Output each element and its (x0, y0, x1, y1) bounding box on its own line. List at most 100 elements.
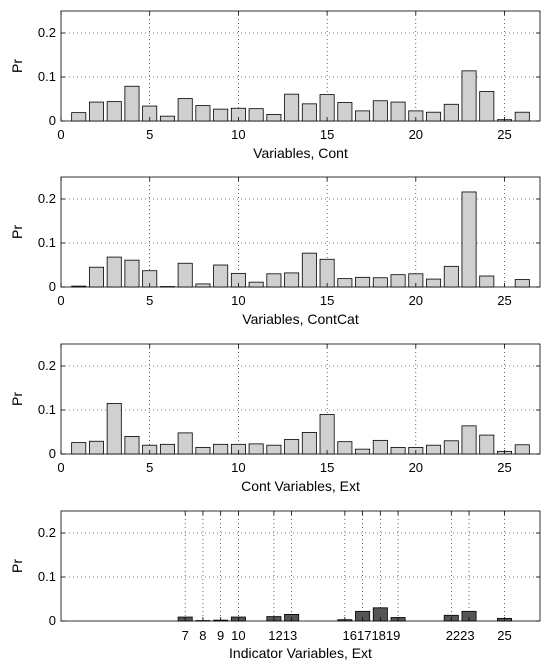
x-tick-label: 0 (57, 127, 64, 142)
bar-8 (195, 283, 211, 288)
bar-16 (337, 278, 353, 288)
x-tick-label: 25 (497, 460, 511, 475)
bar-3 (106, 256, 122, 288)
bar-17 (355, 110, 371, 122)
chart-panel-3: 0 0.1 0.2 0 5 10 15 20 25 Cont Variables, Ext Pr (9, 343, 541, 494)
plot-area (60, 510, 541, 622)
bar-12 (266, 273, 282, 288)
y-tick-label: 0.2 (38, 25, 56, 40)
bar-11 (248, 443, 264, 455)
bar-7 (177, 98, 193, 122)
y-tick-label: 0.2 (38, 525, 56, 540)
x-tick-label: 0 (57, 293, 64, 308)
bar-1 (71, 285, 87, 288)
x-tick-label: 16171819 (343, 628, 401, 643)
bar-16 (337, 102, 353, 122)
y-tick-label: 0.1 (38, 235, 56, 250)
x-tick-label: 5 (146, 293, 153, 308)
bar-13 (284, 93, 300, 122)
x-axis-label: Variables, ContCat (242, 311, 359, 327)
bar-11 (248, 281, 264, 288)
x-tick-label: 10 (231, 628, 245, 643)
bar-21 (426, 278, 442, 288)
bar-11 (248, 108, 264, 122)
bar-26 (514, 111, 530, 122)
plot-area (60, 343, 541, 455)
bar-24 (479, 275, 495, 288)
x-tick-label: 20 (409, 460, 423, 475)
y-tick-label: 0 (49, 113, 56, 128)
x-tick-label: 10 (231, 293, 245, 308)
bar-7 (177, 432, 193, 455)
bar-15 (319, 258, 335, 288)
chart-panel-4: 0 0.1 0.2 7 8 9 10 1213 16171819 2223 25 Indicator … (9, 510, 541, 661)
x-tick-label: 25 (497, 127, 511, 142)
bar-8 (195, 446, 211, 455)
bar-18 (372, 100, 388, 122)
bar-23 (461, 191, 477, 288)
bar-4 (124, 85, 140, 122)
bar-4 (124, 435, 140, 455)
y-tick-label: 0 (49, 446, 56, 461)
bar-23 (461, 425, 477, 455)
bar-21 (426, 444, 442, 455)
x-tick-label: 8 (199, 628, 206, 643)
y-tick-label: 0 (49, 613, 56, 628)
bar-17 (355, 276, 371, 288)
bar-9 (213, 108, 229, 122)
bar-4 (124, 259, 140, 288)
bar-1 (71, 442, 87, 455)
bar-22 (443, 103, 459, 122)
plot-area (60, 176, 541, 288)
x-tick-label: 2223 (446, 628, 475, 643)
y-tick-label: 0 (49, 279, 56, 294)
x-tick-label: 5 (146, 127, 153, 142)
bar-22 (443, 440, 459, 455)
plot-area (60, 10, 541, 122)
y-tick-label: 0.1 (38, 69, 56, 84)
y-tick-label: 0.2 (38, 191, 56, 206)
bar-18 (372, 439, 388, 455)
x-tick-label: 1213 (268, 628, 297, 643)
bar-9 (213, 443, 229, 455)
bar-2 (88, 101, 104, 122)
bar-9 (213, 264, 229, 288)
x-tick-label: 20 (409, 293, 423, 308)
bar-14 (301, 103, 317, 122)
x-tick-label: 10 (231, 127, 245, 142)
bar-13 (284, 439, 300, 455)
x-tick-label: 0 (57, 460, 64, 475)
bar-18 (372, 277, 388, 288)
y-axis-label: Pr (9, 225, 25, 239)
bar-12 (266, 444, 282, 455)
bar-19 (390, 446, 406, 455)
bar-22 (443, 265, 459, 288)
bar-15 (319, 413, 335, 455)
x-axis-label: Indicator Variables, Ext (229, 645, 372, 661)
bar-2 (88, 266, 104, 288)
x-tick-label: 5 (146, 460, 153, 475)
bar-26 (514, 444, 530, 455)
bar-3 (106, 101, 122, 122)
bar-24 (479, 91, 495, 122)
chart-panel-2: 0 0.1 0.2 0 5 10 15 20 25 Variables, ContCat Pr (9, 176, 541, 327)
y-axis-label: Pr (9, 392, 25, 406)
bar-7 (177, 262, 193, 288)
y-tick-label: 0.2 (38, 358, 56, 373)
bar-2 (88, 440, 104, 455)
y-tick-label: 0.1 (38, 569, 56, 584)
bar-13 (284, 272, 300, 288)
bar-19 (390, 101, 406, 122)
bar-17 (355, 448, 371, 455)
x-tick-label: 25 (497, 628, 511, 643)
bar-6 (159, 115, 175, 122)
bar-8 (195, 105, 211, 122)
bar-14 (301, 432, 317, 455)
x-tick-label: 20 (409, 127, 423, 142)
bar-24 (479, 434, 495, 455)
bar-6 (159, 443, 175, 455)
bar-21 (426, 111, 442, 122)
chart-panel-1: 0 0.1 0.2 0 5 10 15 20 25 Variables, Cont Pr (9, 10, 541, 161)
x-tick-label: 7 (182, 628, 189, 643)
x-axis-label: Cont Variables, Ext (241, 478, 360, 494)
